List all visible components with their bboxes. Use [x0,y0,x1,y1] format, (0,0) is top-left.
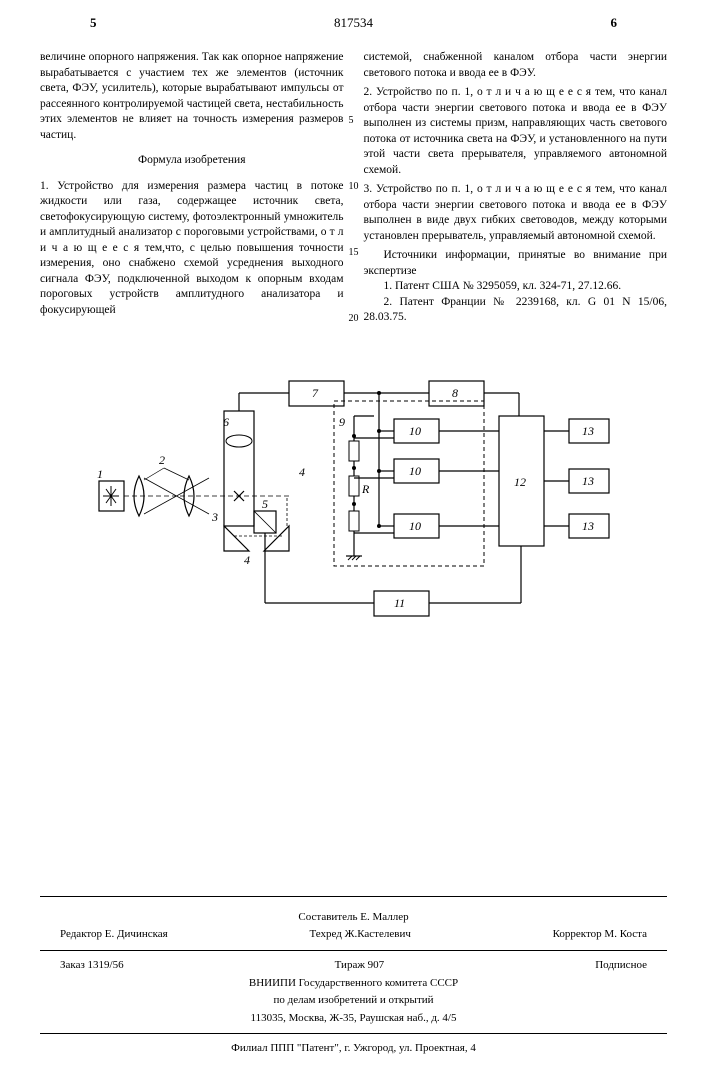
imprint-footer: Составитель Е. Маллер Редактор Е. Дичинс… [40,909,667,1058]
order-number: Заказ 1319/56 [60,957,124,975]
editor-line: Редактор Е. Дичинская [60,926,168,944]
diagram-label-5: 5 [262,497,268,511]
formula-title: Формула изобретения [40,153,344,169]
line-marker: 5 [349,115,359,126]
org-line-1: ВНИИПИ Государственного комитета СССР [40,975,667,993]
source-1: 1. Патент США № 3295059, кл. 324-71, 27.… [364,279,668,295]
diagram-label-2: 2 [159,453,165,467]
right-column: системой, снабженной каналом отбора част… [364,50,668,326]
diagram-label-13a: 13 [582,424,594,438]
patent-number: 817534 [334,15,373,31]
techred-line: Техред Ж.Кастелевич [310,926,411,944]
sources-title: Источники информации, принятые во вниман… [364,248,668,279]
claim-1: 1. Устройство для измерения размера част… [40,179,344,319]
diagram-label-12: 12 [514,475,526,489]
diagram-label-11: 11 [394,596,405,610]
left-column: величине опорного напряжения. Так как оп… [40,50,344,326]
diagram-label-9: 9 [339,415,345,429]
diagram-label-10c: 10 [409,519,421,533]
address-line: 113035, Москва, Ж-35, Раушская наб., д. … [40,1010,667,1028]
filial-line: Филиал ППП "Патент", г. Ужгород, ул. Про… [40,1040,667,1058]
line-marker: 15 [349,247,359,258]
diagram-label-13c: 13 [582,519,594,533]
org-line-2: по делам изобретений и открытий [40,992,667,1010]
tirage: Тираж 907 [335,957,385,975]
diagram-label-3: 3 [211,510,218,524]
diagram-label-4: 4 [244,553,250,567]
compiler-line: Составитель Е. Маллер [40,909,667,927]
diagram-label-6: 6 [223,415,229,429]
diagram-label-8: 8 [452,386,458,400]
footer-divider-3 [40,1033,667,1034]
claim-3: 3. Устройство по п. 1, о т л и ч а ю щ е… [364,182,668,244]
footer-divider [40,896,667,897]
corrector-line: Корректор М. Коста [553,926,647,944]
page-number-right: 6 [611,15,618,31]
subscription: Подписное [595,957,647,975]
source-2: 2. Патент Франции № 2239168, кл. G 01 N … [364,295,668,326]
page-number-left: 5 [90,15,97,31]
diagram-label-13b: 13 [582,474,594,488]
page-header: 5 817534 6 [40,15,667,45]
diagram-label-R: R [361,482,370,496]
schematic-diagram: 1 2 3 4 5 6 4 7 8 9 R 10 10 10 11 12 13 … [94,356,614,636]
diagram-label-10b: 10 [409,464,421,478]
line-number-markers: 5 10 15 20 [349,115,359,324]
paragraph: системой, снабженной каналом отбора част… [364,50,668,81]
line-marker: 10 [349,181,359,192]
diagram-label-7: 7 [312,386,319,400]
diagram-label-1: 1 [97,467,103,481]
line-marker: 20 [349,313,359,324]
claim-2: 2. Устройство по п. 1, о т л и ч а ю щ е… [364,85,668,178]
footer-divider-2 [40,950,667,951]
diagram-label-10a: 10 [409,424,421,438]
diagram-label-4b: 4 [299,465,305,479]
paragraph: величине опорного напряжения. Так как оп… [40,50,344,143]
